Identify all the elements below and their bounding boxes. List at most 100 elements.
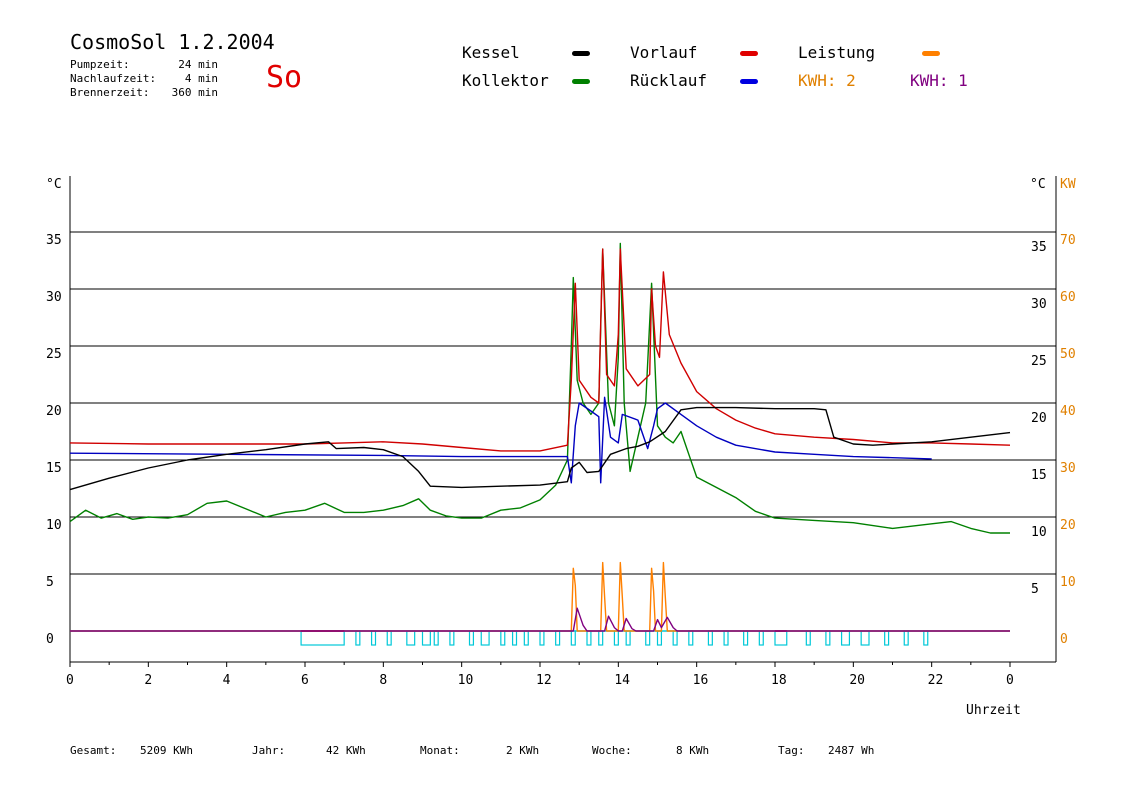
pump-interval [656,630,663,646]
series-line-energy [70,607,1010,632]
pump-interval [743,630,749,646]
footer-tag-label: Tag: [778,744,805,757]
x-tick-label: 12 [536,673,552,688]
y-tick-label-right: 35 [1031,240,1047,255]
pump-interval [645,630,651,646]
pump-interval [449,630,455,646]
x-tick-label: 20 [849,673,865,688]
y-tick-label-left: 25 [46,347,62,362]
pump-interval [355,630,361,646]
param-value-nachlaufzeit: 4 min [184,72,218,85]
y-tick-label-right: 20 [1031,411,1047,426]
legend-kollektor-swatch [572,79,590,84]
y-tick-label-left: 20 [46,404,62,419]
footer-gesamt-value: 5209 KWh [140,744,193,757]
x-tick-label: 14 [614,673,630,688]
footer-tag-value: 2487 Wh [828,744,875,757]
series-line-ruecklauf [69,396,932,484]
pump-interval [386,630,392,646]
pump-interval [468,630,475,646]
pump-interval [805,630,811,646]
pump-interval [625,630,631,646]
y-tick-label-right: 5 [1031,582,1039,597]
x-tick-label: 10 [458,673,474,688]
pump-interval [758,630,764,646]
footer-woche-value: 8 KWh [676,744,710,757]
app-title: CosmoSol 1.2.2004 [70,30,275,54]
footer-monat-value: 2 KWh [506,744,540,757]
y-axis-label-right: °C [1030,177,1046,192]
y-tick-label-left: 0 [46,632,54,647]
y-tick-label-left: 35 [46,233,62,248]
pump-interval [480,630,490,646]
y-tick-label-left: 30 [46,290,62,305]
chart-axes [69,176,1057,663]
weekday-label: So [266,60,303,95]
pump-interval [840,630,851,646]
param-label-pumpzeit: Pumpzeit: [70,58,130,71]
chart-ticks: 0510152025303551015202530350102030405060… [46,233,1076,688]
x-tick-label: 0 [1006,673,1014,688]
footer-jahr-value: 42 KWh [326,744,366,757]
series-line-kollektor [69,242,1010,534]
param-label-brennerzeit: Brennerzeit: [70,86,150,99]
pump-interval [570,630,576,646]
pump-interval [903,630,909,646]
param-value-brennerzeit: 360 min [171,86,218,99]
pump-intervals [70,630,1010,646]
legend-kessel-swatch [572,51,590,56]
pump-interval [523,630,529,646]
footer-jahr-label: Jahr: [252,744,286,757]
series-line-leistung [70,561,1010,632]
pump-interval [511,630,518,646]
y-tick-label-left: 15 [46,461,62,476]
legend-leistung-swatch [922,51,940,56]
series-line-kessel [69,406,1011,491]
y-tick-label-kw: 50 [1060,347,1076,362]
y-tick-label-kw: 30 [1060,461,1076,476]
chart-grid [70,231,1056,575]
y-axis-label-left: °C [46,177,62,192]
footer-woche-label: Woche: [592,744,632,757]
y-tick-label-right: 15 [1031,468,1047,483]
legend-leistung-label: Leistung [798,43,876,62]
pump-interval [723,630,729,646]
footer-gesamt-label: Gesamt: [70,744,117,757]
y-tick-label-kw: 20 [1060,518,1076,533]
x-tick-label: 6 [301,673,309,688]
y-tick-label-right: 25 [1031,354,1047,369]
pump-interval [688,630,694,646]
y-tick-label-left: 5 [46,575,54,590]
legend-vorlauf-label: Vorlauf [630,43,698,62]
pump-interval [825,630,831,646]
pump-interval [884,630,890,646]
x-tick-label: 18 [771,673,787,688]
x-tick-label: 8 [379,673,387,688]
y-tick-label-right: 30 [1031,297,1047,312]
pump-interval [500,630,506,646]
pump-interval [707,630,713,646]
y-tick-label-kw: 60 [1060,290,1076,305]
pump-interval [586,630,592,646]
legend-kessel-label: Kessel [462,43,520,62]
pump-interval [613,630,619,646]
legend-kwh2: KWH: 2 [798,71,856,90]
pump-interval [923,630,929,646]
pump-interval [300,630,345,646]
y-tick-label-kw: 0 [1060,632,1068,647]
legend-kwh1: KWH: 1 [910,71,968,90]
pump-interval [598,630,604,646]
y-tick-label-kw: 10 [1060,575,1076,590]
param-label-nachlaufzeit: Nachlaufzeit: [70,72,157,85]
pump-interval [860,630,870,646]
x-tick-label: 4 [223,673,231,688]
pump-interval [539,630,545,646]
x-tick-label: 16 [693,673,709,688]
footer-monat-label: Monat: [420,744,460,757]
param-value-pumpzeit: 24 min [178,58,218,71]
legend-vorlauf-swatch [740,51,758,56]
y-tick-label-left: 10 [46,518,62,533]
x-tick-label: 0 [66,673,74,688]
pump-interval [433,630,439,646]
